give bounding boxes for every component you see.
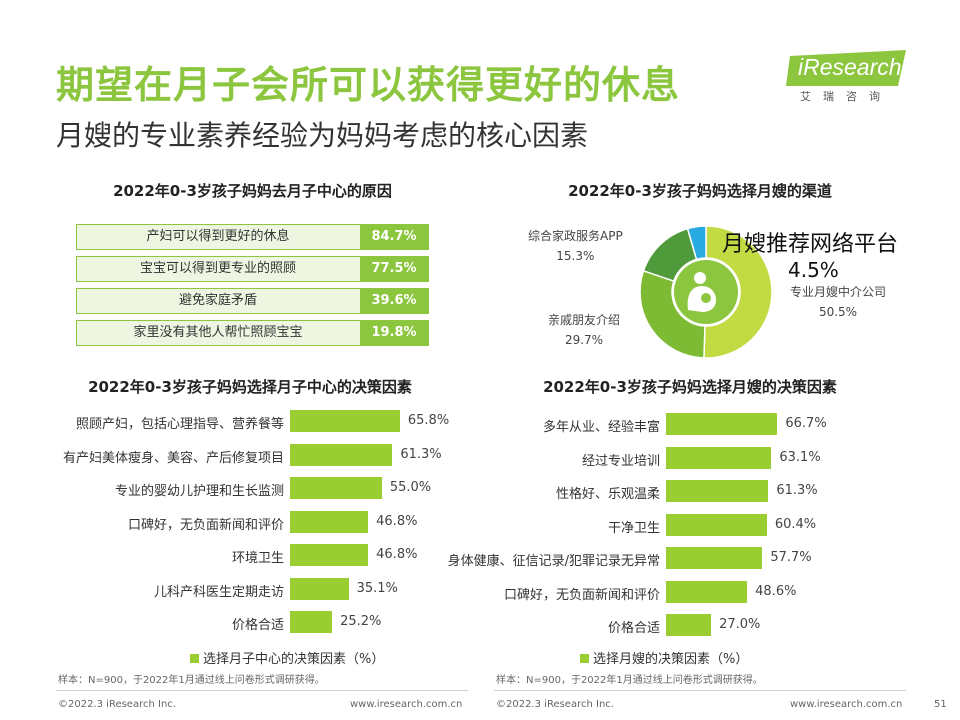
bar-value-label: 48.6% [755,583,797,599]
bar [666,547,763,569]
bar-value-label: 25.2% [340,614,382,629]
pie-label-friends: 亲戚朋友介绍 29.7% [548,310,620,350]
pie-slice [686,225,707,261]
bar-category-label: 干净卫生 [607,520,660,536]
pie-label-app-value: 15.3% [556,249,595,263]
pie-label-agency-value: 50.5% [818,305,858,319]
bar-value-label: 57.7% [770,550,812,565]
reason-value: 39.6% [360,289,428,313]
bar-category-label: 口碑好，无负面新闻和评价 [503,587,660,603]
bar-value-label: 66.7% [785,416,827,431]
footer-url-left[interactable]: www.iresearch.com.cn [350,699,463,710]
bar-value-label: 35.1% [356,580,398,596]
pie-label-app: 综合家政服务APP 15.3% [528,226,623,266]
reason-row: 产妇可以得到更好的休息 84.7% [76,224,429,250]
bar-category-label: 多年从业、经验丰富 [542,420,660,435]
nanny-factors-legend: 选择月嫂的决策因素（%） [580,648,748,667]
bar-category-label: 照顾产妇，包括心理指导、营养餐等 [75,417,284,432]
bar-value-label: 65.8% [407,413,450,428]
footer-divider-right [494,690,906,691]
sample-note-left: 样本：N=900，于2022年1月通过线上问卷形式调研获得。 [58,675,325,686]
reason-label: 宝宝可以得到更专业的照顾 [139,261,296,276]
reason-value: 84.7% [360,225,428,249]
bar-value-label: 46.8% [376,547,418,562]
reason-value: 77.5% [360,257,428,281]
footer-copyright-right: ©2022.3 iResearch Inc. [496,699,614,710]
legend-swatch [190,654,199,663]
footer-divider-left [56,690,468,691]
bar-category-label: 身体健康、征信记录/犯罪记录无异常 [447,554,660,569]
bar-category-label: 口碑好，无负面新闻和评价 [127,517,284,533]
reason-label: 避免家庭矛盾 [178,293,257,308]
pie-label-agency: 专业月嫂中介公司 50.5% [790,282,886,322]
bar-category-label: 有产妇美体瘦身、美容、产后修复项目 [62,450,284,466]
bar-category-label: 经过专业培训 [581,453,660,469]
bar-value-label: 60.4% [774,516,817,532]
bar [290,477,382,499]
bar [666,513,767,536]
reason-row: 避免家庭矛盾 39.6% [76,288,429,314]
bar-value-label: 55.0% [389,480,432,495]
reason-row: 宝宝可以得到更专业的照顾 77.5% [76,256,429,282]
bar [666,480,769,502]
nanny-factors-legend-label: 选择月嫂的决策因素（%） [593,652,749,667]
reason-label: 产妇可以得到更好的休息 [146,229,290,244]
bar-value-label: 61.3% [776,483,818,498]
bar-value-label: 61.3% [400,446,442,462]
reason-row: 家里没有其他人帮忙照顾宝宝 19.8% [76,320,429,346]
pie-label-agency-name: 专业月嫂中介公司 [790,285,887,299]
logo-subtext: 艾瑞咨询 [800,90,892,103]
pie-label-app-name: 综合家政服务APP [528,229,623,243]
bar [666,446,772,469]
legend-swatch [580,654,589,663]
bar-value-label: 27.0% [719,617,761,632]
bar-category-label: 环境卫生 [231,551,284,566]
bar-value-label: 63.1% [779,449,821,465]
iresearch-logo: iResearch 艾瑞咨询 [786,50,912,106]
pie-slice [703,225,773,359]
page-title: 期望在月子会所可以获得更好的休息 [56,63,681,107]
nanny-factors-chart-title: 2022年0-3岁孩子妈妈选择月嫂的决策因素 [543,378,837,396]
footer-url-right[interactable]: www.iresearch.com.cn [790,699,903,710]
mother-baby-icon-glyph [687,272,716,312]
footer-copyright-left: ©2022.3 iResearch Inc. [58,699,176,710]
bar-category-label: 性格好、乐观温柔 [555,487,660,502]
page-subtitle: 月嫂的专业素养经验为妈妈考虑的核心因素 [56,119,589,152]
bar [666,580,748,603]
bar [290,611,333,633]
bar [290,577,349,600]
sample-note-right: 样本：N=900，于2022年1月通过线上问卷形式调研获得。 [496,675,763,686]
bar [666,614,712,636]
pie-label-friends-value: 29.7% [564,333,604,347]
reasons-chart-title: 2022年0-3岁孩子妈妈去月子中心的原因 [113,182,392,200]
center-factors-legend: 选择月子中心的决策因素（%） [190,648,384,667]
bar [290,410,400,432]
channel-pie-chart [639,225,773,359]
bar [290,544,369,566]
bar-category-label: 价格合适 [231,618,284,633]
bar-category-label: 儿科产科医生定期走访 [153,584,284,600]
pie-label-friends-name: 亲戚朋友介绍 [548,313,621,327]
center-factors-legend-label: 选择月子中心的决策因素（%） [203,652,385,667]
reason-label: 家里没有其他人帮忙照顾宝宝 [133,325,303,340]
bar-category-label: 专业的婴幼儿护理和生长监测 [114,484,284,499]
page-number: 51 [934,699,947,710]
bar-category-label: 价格合适 [607,621,660,636]
bar [290,510,369,533]
bar [666,413,778,435]
logo-text: iResearch [798,54,902,80]
bar-value-label: 46.8% [376,513,418,529]
reason-value: 19.8% [360,321,428,345]
center-factors-chart-title: 2022年0-3岁孩子妈妈选择月子中心的决策因素 [88,378,412,396]
logo-shape [786,50,906,86]
channel-chart-title: 2022年0-3岁孩子妈妈选择月嫂的渠道 [568,182,832,200]
pie-label-platform-name: 月嫂推荐网络平台 [722,232,899,257]
bar [290,443,393,466]
pie-label-platform-value: 4.5% [788,258,839,282]
pie-slice [639,269,706,359]
